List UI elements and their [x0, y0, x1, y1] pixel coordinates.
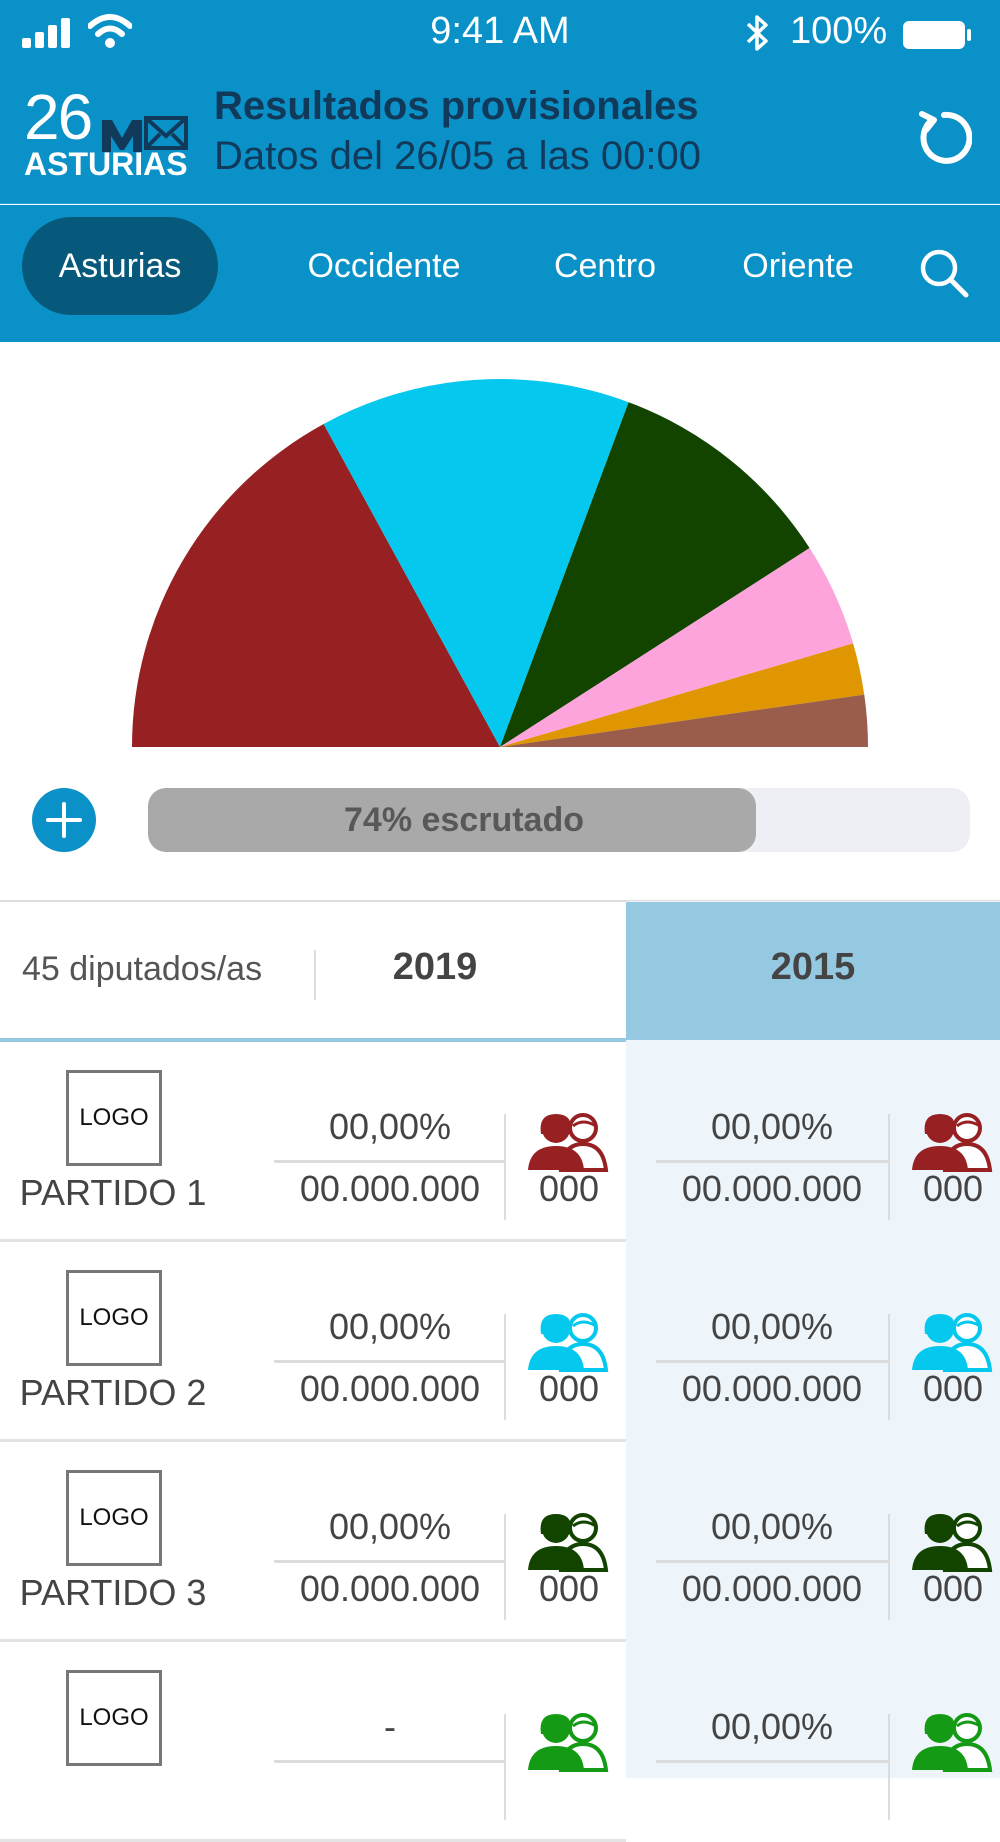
party-row[interactable]: LOGO PARTIDO 1 00,00% 00.000.000 000 00,00% 00… — [0, 1042, 1000, 1242]
seats-total-label: 45 diputados/as — [22, 950, 263, 988]
vote-percent-2015: 00,00% — [710, 1706, 834, 1747]
party-logo: LOGO — [66, 1070, 162, 1166]
votes-2015: 00.000.000 — [681, 1568, 863, 1609]
year-2015-column[interactable]: 2015 — [770, 946, 856, 988]
table-divider — [0, 900, 1000, 902]
seats-2015: 000 — [922, 1568, 984, 1609]
region-tabs: Asturias Occidente Centro Oriente — [0, 205, 1000, 342]
vote-percent-2015: 00,00% — [710, 1106, 834, 1147]
vote-percent-2019: 00,00% — [328, 1506, 452, 1547]
seat-distribution-chart — [132, 379, 868, 747]
battery-icon — [903, 21, 971, 49]
seats-people-icon — [910, 1710, 994, 1772]
wifi-icon — [88, 14, 132, 48]
vote-percent-2015: 00,00% — [710, 1506, 834, 1547]
cell-divider — [656, 1160, 888, 1163]
app-logo: 26 ASTURIAS — [24, 81, 190, 186]
cell-separator — [888, 1714, 890, 1820]
cell-divider — [274, 1160, 506, 1163]
vote-percent-2019: 00,00% — [328, 1306, 452, 1347]
party-logo: LOGO — [66, 1670, 162, 1766]
seats-2019: 000 — [538, 1368, 600, 1409]
data-timestamp: Datos del 26/05 a las 00:00 — [214, 134, 702, 178]
battery-percent: 100% — [790, 10, 888, 52]
cell-separator — [504, 1714, 506, 1820]
seats-people-icon — [526, 1710, 610, 1772]
seats-2019: 000 — [538, 1168, 600, 1209]
cell-divider — [274, 1360, 506, 1363]
search-icon[interactable] — [918, 247, 970, 299]
table-header: 45 diputados/as 2019 2015 — [0, 902, 1000, 1040]
logo-region: ASTURIAS — [24, 146, 188, 182]
cell-divider — [656, 1360, 888, 1363]
tab-occidente[interactable]: Occidente — [307, 247, 461, 285]
party-row[interactable]: LOGO PARTIDO 3 00,00% 00.000.000 000 00,00% 00… — [0, 1442, 1000, 1642]
vote-percent-2015: 00,00% — [710, 1306, 834, 1347]
seats-2015: 000 — [922, 1368, 984, 1409]
progress-fill — [148, 788, 757, 852]
cell-separator — [888, 1314, 890, 1420]
refresh-icon[interactable] — [916, 110, 972, 166]
cell-divider — [656, 1760, 888, 1763]
seats-people-icon — [526, 1510, 610, 1572]
party-name: PARTIDO 3 — [19, 1572, 207, 1613]
party-logo: LOGO — [66, 1270, 162, 1366]
expand-button[interactable] — [32, 788, 96, 852]
vote-percent-2019: 00,00% — [328, 1106, 452, 1147]
chart-slice-3[interactable] — [500, 402, 810, 747]
bluetooth-icon — [746, 15, 768, 51]
page-title: Resultados provisionales — [214, 84, 699, 128]
cell-separator — [888, 1114, 890, 1220]
count-progress-bar: 74% escrutado — [148, 788, 970, 852]
cell-divider — [274, 1760, 506, 1763]
tab-centro[interactable]: Centro — [553, 247, 657, 285]
cell-divider — [274, 1560, 506, 1563]
votes-2019: 00.000.000 — [299, 1368, 481, 1409]
cell-separator — [504, 1114, 506, 1220]
row-divider — [0, 1639, 626, 1642]
tab-asturias[interactable]: Asturias — [22, 217, 218, 315]
tab-oriente[interactable]: Oriente — [742, 247, 854, 285]
status-bar: 9:41 AM 100% — [0, 0, 1000, 66]
row-divider — [0, 1239, 626, 1242]
votes-2015: 00.000.000 — [681, 1168, 863, 1209]
cell-separator — [504, 1314, 506, 1420]
votes-2015: 00.000.000 — [681, 1368, 863, 1409]
seats-people-icon — [910, 1510, 994, 1572]
party-row[interactable]: LOGO PARTIDO 2 00,00% 00.000.000 000 00,00% 00… — [0, 1242, 1000, 1442]
plus-icon — [46, 802, 82, 838]
party-logo: LOGO — [66, 1470, 162, 1566]
chart-slice-2[interactable] — [323, 379, 629, 747]
seats-people-icon — [910, 1110, 994, 1172]
mail-m-icon — [102, 116, 188, 152]
vote-percent-2019: - — [384, 1706, 396, 1747]
cell-separator — [504, 1514, 506, 1620]
seats-2015: 000 — [922, 1168, 984, 1209]
app-header: 26 ASTURIAS Resultados provisionales Dat… — [0, 66, 1000, 204]
year-2015-header-bg — [626, 902, 1000, 1040]
signal-icon — [22, 18, 70, 48]
cell-separator — [888, 1514, 890, 1620]
status-time: 9:41 AM — [430, 10, 570, 52]
row-divider — [0, 1439, 626, 1442]
seats-people-icon — [526, 1310, 610, 1372]
year-2019-column[interactable]: 2019 — [392, 946, 478, 988]
seats-2019: 000 — [538, 1568, 600, 1609]
party-name: PARTIDO 1 — [19, 1172, 207, 1213]
chart-slice-5[interactable] — [500, 643, 865, 747]
votes-2019: 00.000.000 — [299, 1568, 481, 1609]
cell-divider — [656, 1560, 888, 1563]
chart-slice-6[interactable] — [500, 694, 868, 747]
chart-slice-1[interactable] — [132, 424, 500, 747]
seats-people-icon — [910, 1310, 994, 1372]
progress-label: 74% escrutado — [344, 801, 584, 839]
logo-number: 26 — [24, 81, 93, 153]
header-separator — [314, 950, 316, 1000]
header-underline — [0, 1038, 626, 1042]
chart-slice-4[interactable] — [500, 548, 854, 747]
party-name: PARTIDO 2 — [19, 1372, 207, 1413]
votes-2019: 00.000.000 — [299, 1168, 481, 1209]
seats-people-icon — [526, 1110, 610, 1172]
party-row[interactable]: LOGO - 00,00% — [0, 1642, 1000, 1842]
